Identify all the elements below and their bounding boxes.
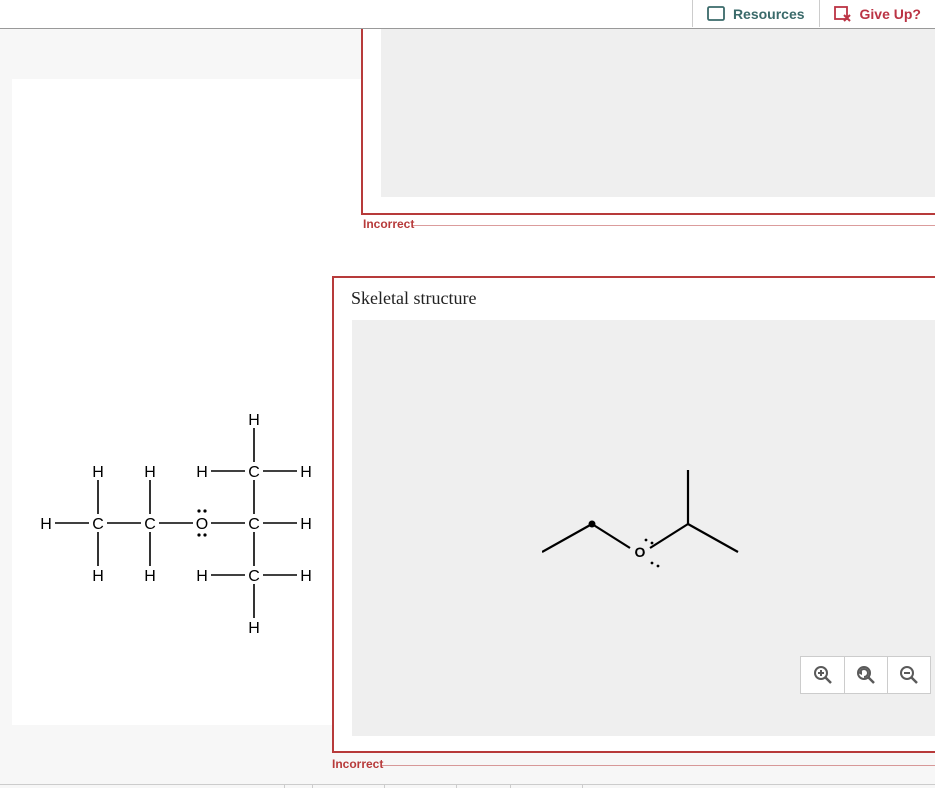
reset-zoom-icon bbox=[856, 665, 876, 685]
svg-text:C: C bbox=[92, 516, 104, 533]
skeletal-drawing-svg: O bbox=[542, 470, 752, 580]
svg-text:H: H bbox=[196, 464, 208, 481]
svg-text:H: H bbox=[300, 516, 312, 533]
svg-text:H: H bbox=[92, 464, 104, 481]
svg-text:C: C bbox=[248, 464, 260, 481]
svg-text:H: H bbox=[248, 412, 260, 429]
lewis-structure-figure: H C H H C H H O C H C H H H C H H H bbox=[36, 409, 326, 639]
status-badge: Incorrect bbox=[363, 217, 414, 231]
zoom-in-icon bbox=[813, 665, 833, 685]
main-area: Incorrect H C H H C H H O C H C H H H C H H H Skeletal st… bbox=[0, 29, 935, 788]
resources-label: Resources bbox=[733, 6, 805, 22]
lewis-structure-svg: H C H H C H H O C H C H H H C H H H bbox=[36, 409, 326, 639]
footer-separator bbox=[0, 784, 935, 788]
status-badge: Incorrect bbox=[332, 757, 383, 771]
svg-text:H: H bbox=[144, 464, 156, 481]
give-up-label: Give Up? bbox=[860, 6, 921, 22]
zoom-out-icon bbox=[899, 665, 919, 685]
book-icon bbox=[707, 6, 725, 22]
svg-text:C: C bbox=[248, 568, 260, 585]
svg-text:H: H bbox=[40, 516, 52, 533]
previous-answer-box bbox=[361, 29, 935, 215]
give-up-icon bbox=[834, 6, 852, 22]
svg-text:H: H bbox=[144, 568, 156, 585]
previous-answer-canvas[interactable] bbox=[381, 29, 935, 197]
zoom-out-button[interactable] bbox=[887, 657, 930, 693]
skeletal-canvas[interactable]: O bbox=[352, 320, 935, 736]
resources-button[interactable]: Resources bbox=[692, 0, 819, 27]
reset-zoom-button[interactable] bbox=[844, 657, 887, 693]
zoom-in-button[interactable] bbox=[801, 657, 844, 693]
skeletal-answer-box: Skeletal structure O bbox=[332, 276, 935, 753]
svg-text:H: H bbox=[92, 568, 104, 585]
svg-text:O: O bbox=[635, 544, 646, 560]
status-divider bbox=[412, 225, 935, 226]
top-toolbar: Resources Give Up? bbox=[0, 0, 935, 29]
svg-text:H: H bbox=[300, 464, 312, 481]
zoom-toolbar bbox=[800, 656, 931, 694]
give-up-button[interactable]: Give Up? bbox=[819, 0, 935, 27]
svg-text:H: H bbox=[196, 568, 208, 585]
svg-text:H: H bbox=[300, 568, 312, 585]
section-title: Skeletal structure bbox=[334, 278, 935, 309]
svg-text:H: H bbox=[248, 620, 260, 637]
content-card: Incorrect H C H H C H H O C H C H H H C H H H Skeletal st… bbox=[12, 79, 935, 725]
svg-text:C: C bbox=[248, 516, 260, 533]
status-divider bbox=[382, 765, 935, 766]
svg-text:C: C bbox=[144, 516, 156, 533]
svg-text:O: O bbox=[196, 516, 208, 533]
